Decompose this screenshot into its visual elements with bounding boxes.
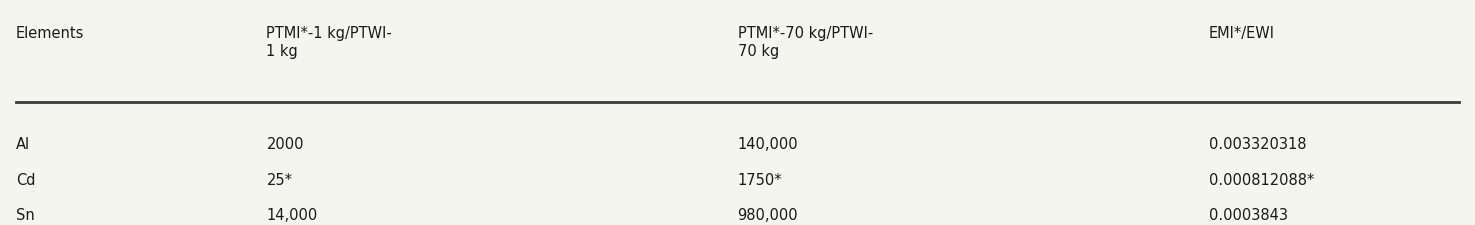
Text: 0.003320318: 0.003320318 (1208, 137, 1305, 152)
Text: 0.0003843: 0.0003843 (1208, 208, 1288, 223)
Text: 140,000: 140,000 (738, 137, 798, 152)
Text: 980,000: 980,000 (738, 208, 798, 223)
Text: 14,000: 14,000 (267, 208, 317, 223)
Text: 0.000812088*: 0.000812088* (1208, 173, 1314, 188)
Text: PTMI*-70 kg/PTWI-
70 kg: PTMI*-70 kg/PTWI- 70 kg (738, 27, 873, 59)
Text: 1750*: 1750* (738, 173, 782, 188)
Text: Cd: Cd (16, 173, 35, 188)
Text: Elements: Elements (16, 27, 84, 41)
Text: PTMI*-1 kg/PTWI-
1 kg: PTMI*-1 kg/PTWI- 1 kg (267, 27, 392, 59)
Text: Sn: Sn (16, 208, 35, 223)
Text: EMI*/EWI: EMI*/EWI (1208, 27, 1274, 41)
Text: 2000: 2000 (267, 137, 304, 152)
Text: Al: Al (16, 137, 30, 152)
Text: 25*: 25* (267, 173, 292, 188)
